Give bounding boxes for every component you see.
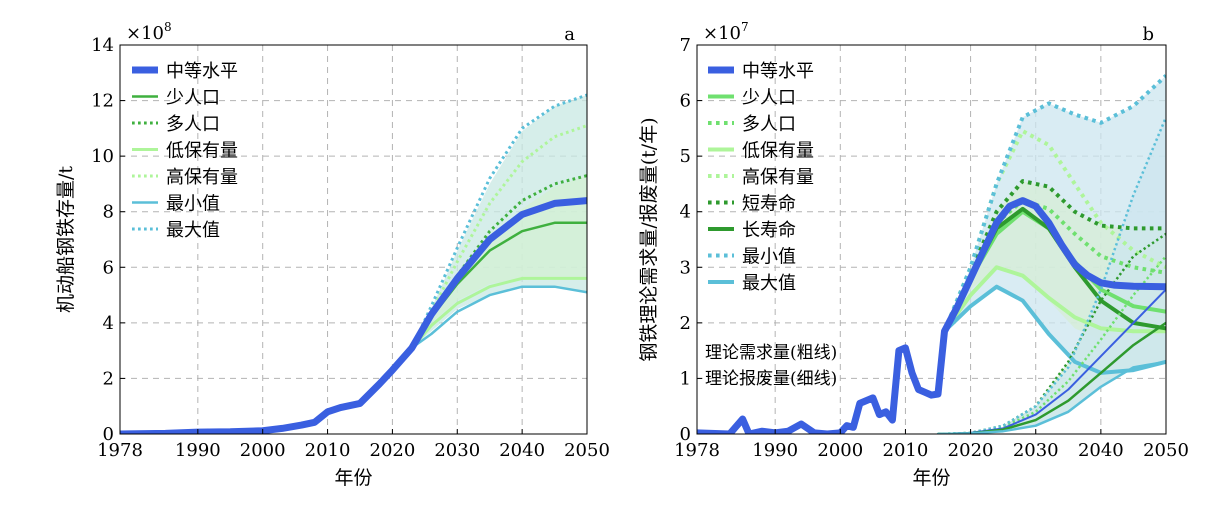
x-tick-label: 2030 [434,440,480,461]
x-tick-label: 1978 [97,440,143,461]
chart-panel-b: 1978 1990 2000 2010 2020 2030 2040 2050 0 1 2 3 4 5 6 7… [638,20,1189,489]
x-axis-label: 年份 [912,467,950,489]
scenario-range-band [411,175,587,348]
legend-label: 最大值 [742,273,796,294]
axes-frame [696,44,1167,435]
legend-label: 低保有量 [742,141,814,162]
x-tick-label: 2020 [370,440,416,461]
legend-label: 多人口 [742,114,796,135]
x-tick-label: 2040 [499,440,545,461]
x-tick-label: 2010 [883,440,929,461]
series-line-最大值 [410,93,587,349]
series-line-scrap-14 [936,360,1166,434]
series-line-scrap-11 [937,116,1166,434]
x-tick-label: 2000 [240,440,286,461]
y-tick-label: 4 [103,313,114,334]
y-tick-label: 6 [680,91,691,112]
chart-annotation: 理论报废量(细线) [705,369,837,389]
axes-frame [119,44,588,435]
series-line-中等水平 [120,197,587,434]
series-line-中等水平 [697,197,1166,434]
chart-panel-a: 1978 1990 2000 2010 2020 2030 2040 2050 0 2 4 6 8 10 1… [55,20,610,489]
axis-multiplier: ×107 [703,20,749,44]
legend-label: 高保有量 [742,167,814,188]
y-tick-label: 10 [91,146,114,167]
series-line-scrap-10 [937,255,1166,434]
x-tick-label: 1978 [674,440,720,461]
legend-label: 最小值 [742,247,796,268]
x-tick-label: 2030 [1013,440,1059,461]
x-tick-label: 1990 [752,440,798,461]
x-tick-label: 2050 [1143,440,1189,461]
y-tick-label: 6 [103,257,114,278]
x-tick-label: 1990 [175,440,221,461]
legend-label: 高保有量 [166,167,238,188]
legend-label: 长寿命 [742,220,796,241]
x-tick-label: 2020 [948,440,994,461]
legend-label: 低保有量 [166,141,238,162]
y-tick-label: 12 [91,91,114,112]
legend-label: 多人口 [166,114,220,135]
x-tick-label: 2010 [305,440,351,461]
y-tick-label: 3 [680,257,691,278]
y-tick-label: 0 [680,424,691,445]
axis-multiplier: ×108 [126,20,172,44]
y-tick-label: 4 [680,202,691,223]
x-tick-label: 2050 [564,440,610,461]
legend-label: 中等水平 [742,61,814,82]
plot-area [697,74,1166,434]
series-line-高保有量 [410,124,587,349]
panel-letter: a [564,24,575,45]
series-line-低保有量 [942,265,1166,334]
y-axis-label: 钢铁理论需求量/报废量(t/年) [638,117,660,361]
chart-annotation: 理论需求量(粗线) [705,343,837,363]
x-tick-label: 2040 [1078,440,1124,461]
legend-label: 中等水平 [166,61,238,82]
panel-letter: b [1142,24,1154,45]
y-tick-label: 8 [103,202,114,223]
y-tick-label: 0 [103,424,114,445]
legend-label: 少人口 [166,88,220,109]
y-tick-label: 1 [680,368,691,389]
series-line-低保有量 [410,276,587,350]
y-tick-label: 14 [91,35,114,56]
legend-label: 最大值 [166,220,220,241]
series-line-最小值 [942,74,1166,332]
legend-label: 短寿命 [742,194,796,215]
y-tick-label: 5 [680,146,691,167]
y-tick-label: 7 [680,35,691,56]
x-axis-label: 年份 [334,467,372,489]
y-tick-label: 2 [103,368,114,389]
legend-label: 少人口 [742,88,796,109]
y-tick-label: 2 [680,313,691,334]
y-axis-label: 机动船钢铁存量/t [55,166,77,313]
plot-area [120,93,587,434]
x-tick-label: 2000 [817,440,863,461]
series-line-最小值 [410,285,587,350]
legend-label: 最小值 [166,194,220,215]
series-line-最大值 [942,284,1166,375]
